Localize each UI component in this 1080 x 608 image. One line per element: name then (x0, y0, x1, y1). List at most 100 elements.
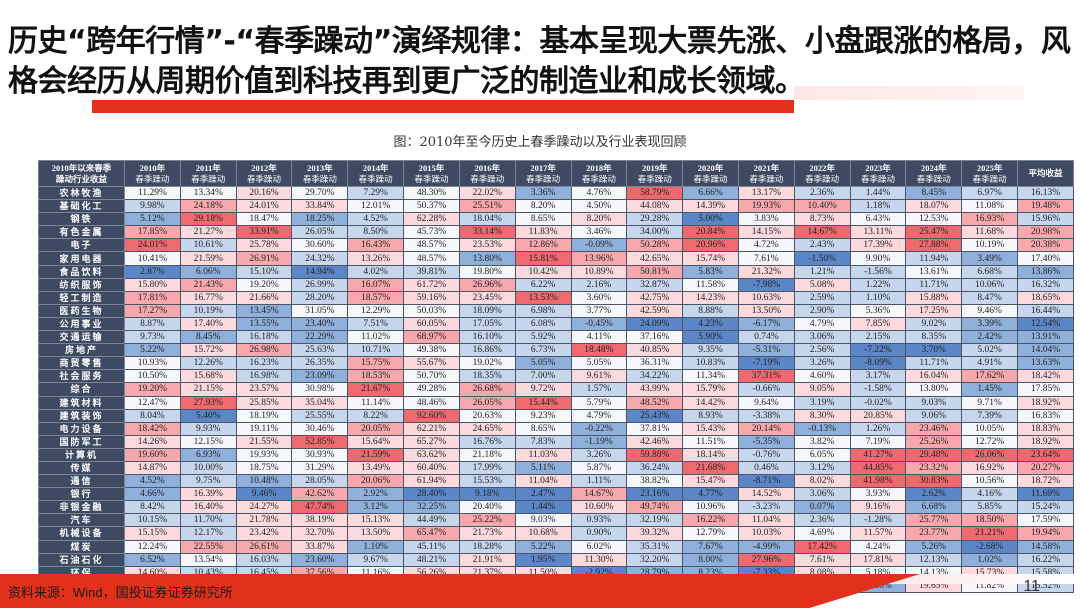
column-header-subtitle: 春季躁动 (972, 173, 1007, 184)
return-cell: -0.22% (570, 421, 628, 436)
column-header-year: 2014年 (362, 162, 389, 173)
return-cell: 14.15% (737, 225, 795, 240)
return-cell: 6.43% (849, 212, 907, 227)
return-cell: 12.01% (347, 199, 405, 214)
return-cell: 17.81% (124, 290, 181, 305)
column-header-year: 2019年 (641, 162, 668, 173)
return-cell: 48.57% (403, 251, 460, 266)
return-cell: 10.00% (179, 460, 237, 476)
return-cell: 9.75% (179, 474, 237, 489)
return-cell: 11.03% (514, 447, 572, 462)
return-cell: 5.85% (961, 500, 1018, 515)
return-cell: 17.85% (1017, 382, 1074, 397)
return-cell: 16.83% (1017, 408, 1074, 423)
return-cell: 13.54% (179, 552, 237, 567)
return-cell: 7.61% (793, 552, 851, 567)
return-cell: 59.16% (403, 290, 460, 305)
return-cell: 20.27% (1017, 460, 1074, 476)
return-cell: 35.31% (626, 539, 684, 554)
return-cell: 39.32% (626, 526, 684, 541)
return-cell: 28.20% (291, 290, 349, 305)
return-cell: 10.19% (961, 238, 1018, 253)
return-cell: 21.32% (737, 264, 795, 279)
return-cell: 30.93% (291, 447, 349, 462)
returns-table-container: 2010年以来春季 躁动行业收益 2010年 春季躁动 2011年 春季躁动 2012年… (38, 160, 1074, 593)
table-row: 国防军工 14.26% 12.15% 21.55% 52.85% 15.64% 65.27%… (38, 434, 1074, 449)
industry-label: 石油石化 (38, 552, 125, 567)
return-cell: 63.62% (403, 447, 460, 462)
industry-label: 综合 (38, 382, 125, 397)
return-cell: 27.93% (179, 395, 237, 410)
industry-label: 农林牧渔 (38, 185, 125, 201)
return-cell: 2.36% (793, 185, 851, 201)
return-cell: 48.57% (403, 238, 460, 253)
return-cell: 12.24% (124, 539, 181, 554)
return-cell: 32.25% (403, 500, 460, 515)
industry-label: 商贸零售 (38, 356, 125, 371)
return-cell: 10.06% (961, 277, 1018, 292)
return-cell: 3.82% (793, 434, 851, 449)
return-cell: 2.62% (905, 487, 963, 502)
footer-fade-strip (880, 574, 1080, 584)
return-cell: 13.91% (1017, 330, 1074, 345)
return-cell: 19.93% (235, 447, 293, 462)
return-cell: 15.79% (682, 382, 739, 397)
return-cell: 25.51% (458, 199, 516, 214)
return-cell: 26.61% (235, 539, 293, 554)
return-cell: 14.67% (793, 225, 851, 240)
return-cell: 4.50% (570, 199, 628, 214)
return-cell: 21.66% (235, 290, 293, 305)
column-header: 2022年 春季躁动 (793, 160, 851, 187)
return-cell: 8.87% (124, 316, 181, 332)
return-cell: 2.15% (849, 330, 907, 345)
column-header-subtitle: 春季躁动 (414, 173, 449, 184)
return-cell: 16.76% (458, 434, 516, 449)
return-cell: 10.93% (124, 356, 181, 371)
return-cell: 18.14% (682, 447, 739, 462)
return-cell: 20.40% (458, 500, 516, 515)
return-cell: 9.90% (849, 251, 907, 266)
table-row: 商贸零售 10.93% 12.26% 16.23% 26.35% 15.75% 55.67%… (38, 356, 1074, 371)
return-cell: 19.93% (737, 199, 795, 214)
return-cell: 30.46% (291, 421, 349, 436)
industry-label: 非银金融 (38, 500, 125, 515)
return-cell: 16.44% (1017, 303, 1074, 318)
return-cell: 9.98% (124, 199, 181, 214)
return-cell: 14.58% (1017, 539, 1074, 554)
page-number: 11 (1023, 578, 1040, 595)
return-cell: 12.26% (179, 356, 237, 371)
return-cell: 9.46% (235, 487, 293, 502)
table-row: 建筑装饰 8.04% 5.40% 18.19% 25.55% 8.22% 92.60% 20.… (38, 408, 1074, 423)
return-cell: 30.60% (291, 238, 349, 253)
column-header: 2014年 春季躁动 (347, 160, 405, 187)
return-cell: 10.40% (793, 199, 851, 214)
table-row: 非银金融 8.42% 16.40% 24.27% 47.74% 3.12% 32.25% 20… (38, 500, 1074, 515)
return-cell: 4.02% (347, 264, 405, 279)
return-cell: 41.27% (849, 447, 907, 462)
return-cell: 11.04% (737, 513, 795, 528)
return-cell: 14.42% (682, 395, 739, 410)
return-cell: 16.40% (179, 500, 237, 515)
column-header-year: 2012年 (251, 162, 277, 173)
return-cell: 23.32% (905, 460, 963, 476)
return-cell: 30.98% (291, 382, 349, 397)
return-cell: 36.31% (626, 356, 684, 371)
return-cell: 8.35% (905, 330, 963, 345)
return-cell: 60.40% (403, 460, 460, 476)
return-cell: 11.29% (124, 185, 181, 201)
return-cell: 17.25% (905, 303, 963, 318)
return-cell: 4.52% (347, 212, 405, 227)
return-cell: 6.52% (124, 552, 181, 567)
return-cell: 9.73% (124, 330, 181, 345)
return-cell: 47.74% (291, 500, 349, 515)
return-cell: 13.53% (514, 290, 572, 305)
return-cell: 38.82% (626, 474, 684, 489)
column-header-subtitle: 春季躁动 (526, 173, 561, 184)
table-header-row: 2010年以来春季 躁动行业收益 2010年 春季躁动 2011年 春季躁动 2012年… (38, 160, 1074, 187)
return-cell: 10.63% (737, 290, 795, 305)
industry-label: 社会服务 (38, 369, 125, 384)
return-cell: 14.26% (124, 434, 181, 449)
return-cell: 37.31% (737, 369, 795, 384)
return-cell: 11.70% (179, 513, 237, 528)
return-cell: 18.19% (235, 408, 293, 423)
